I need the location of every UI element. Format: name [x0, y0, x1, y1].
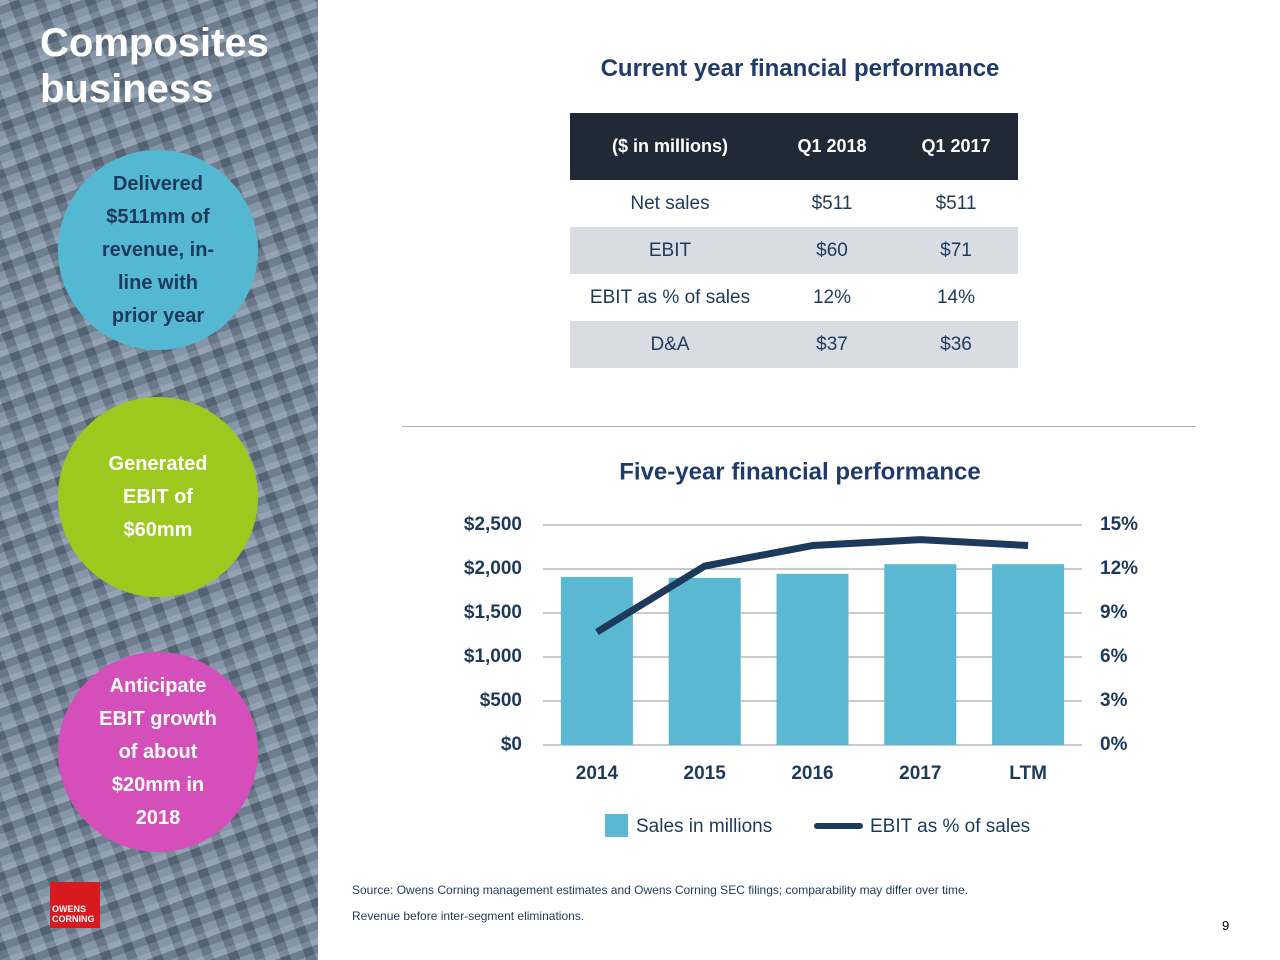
table-title: Current year financial performance: [600, 55, 1000, 82]
y-tick-label: $1,000: [464, 646, 522, 667]
y-tick-label: $0: [501, 734, 522, 755]
header-cell: Q1 2017: [921, 136, 991, 156]
table-row: EBIT as % of sales 12% 14%: [570, 274, 1018, 321]
line: [595, 536, 1029, 636]
legend-label: EBIT as % of sales: [870, 816, 1030, 837]
table-cell: EBIT as % of sales: [589, 286, 751, 308]
table: ($ in millions) Q1 2018 Q1 2017 Net sales $5…: [570, 113, 1018, 368]
header-cell: Q1 2018: [797, 136, 867, 156]
table-row: Net sales $511 $511: [570, 180, 1018, 227]
table-cell: 14%: [936, 286, 976, 308]
header-cell: ($ in millions): [611, 136, 728, 156]
footnote: Source: Owens Corning management estimat…: [352, 883, 969, 897]
table-cell: $511: [935, 192, 977, 214]
divider: [402, 426, 1196, 427]
logo: OWENS CORNING: [50, 882, 100, 928]
bar: [992, 564, 1065, 745]
page-number: 9: [1222, 918, 1230, 933]
x-tick-label: LTM: [1009, 763, 1047, 784]
y2-tick-label: 0%: [1100, 734, 1128, 755]
x-tick-label: 2017: [899, 763, 941, 784]
legend-swatch: [605, 814, 628, 837]
table-cell: $511: [811, 192, 853, 214]
table-row: EBIT $60 $71: [570, 227, 1018, 274]
table-cell: EBIT: [648, 239, 692, 261]
y2-tick-label: 15%: [1100, 514, 1138, 535]
y-tick-label: $2,000: [464, 558, 522, 579]
legend-label: Sales in millions: [636, 816, 772, 837]
highlight-text: Anticipate EBIT growth of about $20mm in…: [99, 674, 217, 829]
highlight-text: Delivered $511mm of revenue, in-line wit…: [101, 172, 215, 327]
x-tick-label: 2014: [576, 763, 619, 784]
y2-tick-label: 9%: [1100, 602, 1128, 623]
table-cell: $36: [940, 333, 972, 355]
y-tick-label: $500: [480, 690, 522, 711]
table-cell: D&A: [650, 333, 690, 355]
slide-title: Composites business: [40, 21, 269, 111]
footnote: Revenue before inter-segment elimination…: [352, 909, 585, 923]
chart-title: Five-year financial performance: [619, 458, 980, 485]
bar: [776, 573, 849, 745]
highlight-circle: Delivered $511mm of revenue, in-line wit…: [58, 150, 258, 350]
table-cell: $71: [940, 239, 972, 261]
x-tick-label: 2016: [791, 763, 833, 784]
y-tick-label: $1,500: [464, 602, 522, 623]
table-cell: $60: [816, 239, 848, 261]
table-cell: $37: [816, 333, 848, 355]
table-header: ($ in millions) Q1 2018 Q1 2017: [570, 113, 1018, 180]
bar: [668, 577, 741, 745]
y2-tick-label: 12%: [1100, 558, 1138, 579]
y-tick-label: $2,500: [464, 514, 522, 535]
y2-tick-label: 3%: [1100, 690, 1128, 711]
highlight-circle: Anticipate EBIT growth of about $20mm in…: [58, 652, 258, 852]
table-cell: Net sales: [630, 192, 710, 214]
x-tick-label: 2015: [684, 763, 727, 784]
highlight-circle: Generated EBIT of $60mm: [58, 397, 258, 597]
highlight-text: Generated EBIT of $60mm: [108, 452, 208, 541]
table-row: D&A $37 $36: [570, 321, 1018, 368]
table-cell: 12%: [812, 286, 852, 308]
y2-tick-label: 6%: [1100, 646, 1128, 667]
bar: [560, 576, 633, 745]
bar: [884, 564, 957, 745]
